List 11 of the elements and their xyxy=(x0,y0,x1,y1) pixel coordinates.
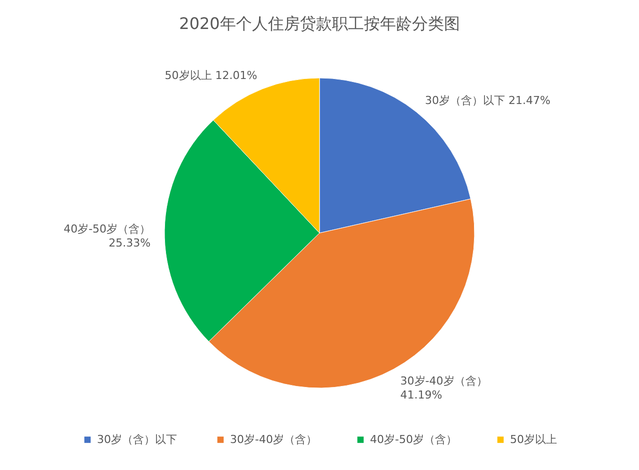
legend-label: 40岁-50岁（含） xyxy=(370,432,457,446)
category-label: 30岁（含）以下 21.47% xyxy=(425,94,550,108)
legend-label: 30岁（含）以下 xyxy=(97,432,177,446)
data-label: 41.19% xyxy=(400,388,442,402)
data-label: 25.33% xyxy=(108,236,151,250)
legend-label: 30岁-40岁（含） xyxy=(230,432,317,446)
slice-label: 40岁-50岁（含） xyxy=(64,222,151,236)
chart-title: 2020年个人住房贷款职工按年龄分类图 xyxy=(179,14,460,33)
category-label: 50岁以上 12.01% xyxy=(164,68,258,82)
slice-label: 30岁-40岁（含） xyxy=(400,374,488,388)
legend-label: 50岁以上 xyxy=(510,432,557,446)
